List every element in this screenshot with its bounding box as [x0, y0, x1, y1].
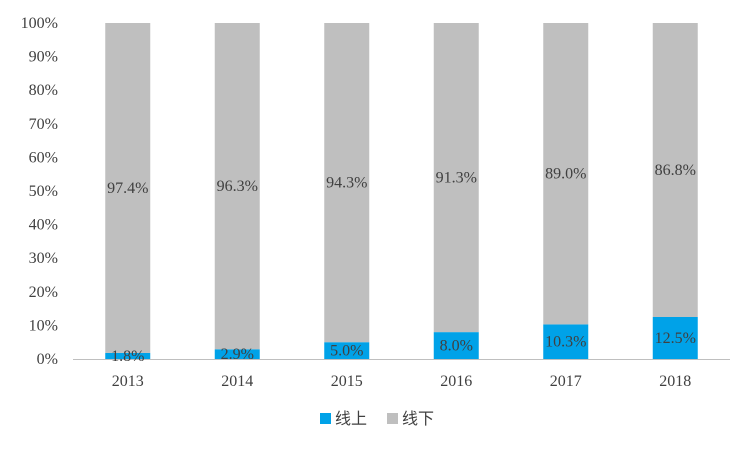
y-axis-tick-labels: 0% 10% 20% 30% 40% 50% 60% 70% 80% 90% 100% — [21, 15, 58, 368]
x-tick-label: 2014 — [221, 373, 253, 390]
data-label-online: 2.9% — [221, 346, 254, 363]
data-label-offline: 86.8% — [655, 162, 696, 179]
bar-offline-2016 — [433, 23, 479, 333]
data-label-online: 12.5% — [655, 330, 696, 347]
bar-online-2017 — [543, 324, 589, 359]
y-tick-label: 60% — [29, 149, 58, 166]
bar-online-2016 — [433, 332, 479, 359]
data-label-online: 10.3% — [545, 334, 586, 351]
data-label-offline: 94.3% — [326, 175, 367, 192]
y-tick-label: 50% — [29, 183, 58, 200]
bar-online-2015 — [324, 342, 370, 359]
data-label-offline: 96.3% — [217, 178, 258, 195]
y-tick-label: 80% — [29, 82, 58, 99]
y-tick-label: 10% — [29, 317, 58, 334]
y-tick-label: 20% — [29, 284, 58, 301]
legend-label-offline: 线下 — [402, 409, 434, 428]
bar-offline-2018 — [652, 23, 698, 317]
y-tick-label: 40% — [29, 217, 58, 234]
x-axis-tick-labels: 2013 2014 2015 2016 2017 2018 — [112, 373, 692, 390]
bar-offline-2017 — [543, 23, 589, 325]
x-tick-label: 2017 — [550, 373, 582, 390]
y-tick-label: 90% — [29, 49, 58, 66]
legend-label-online: 线上 — [335, 409, 367, 428]
x-tick-label: 2013 — [112, 373, 144, 390]
data-label-offline: 91.3% — [436, 170, 477, 187]
bar-offline-2013 — [105, 23, 151, 353]
data-label-online: 8.0% — [440, 338, 473, 355]
legend-swatch-offline — [387, 413, 398, 424]
x-tick-label: 2016 — [440, 373, 472, 390]
data-label-online: 1.8% — [111, 348, 144, 365]
legend: 线上 线下 — [320, 409, 434, 428]
legend-swatch-online — [320, 413, 331, 424]
bar-online-2018 — [652, 317, 698, 359]
data-labels-group: 1.8% 97.4% 2.9% 96.3% 5.0% 94.3% 8.0% 91.3% 10.3… — [107, 162, 696, 365]
y-tick-label: 100% — [21, 15, 58, 32]
x-tick-label: 2018 — [659, 373, 691, 390]
y-tick-label: 30% — [29, 250, 58, 267]
y-tick-label: 0% — [37, 351, 58, 368]
data-label-online: 5.0% — [330, 343, 363, 360]
y-tick-label: 70% — [29, 116, 58, 133]
x-tick-label: 2015 — [331, 373, 363, 390]
bar-online-2014 — [214, 349, 260, 359]
bar-offline-2014 — [214, 23, 260, 350]
data-label-offline: 89.0% — [545, 166, 586, 183]
data-label-offline: 97.4% — [107, 180, 148, 197]
bar-online-2013 — [105, 352, 151, 359]
bar-offline-2015 — [324, 23, 370, 343]
bars-group — [105, 23, 698, 359]
